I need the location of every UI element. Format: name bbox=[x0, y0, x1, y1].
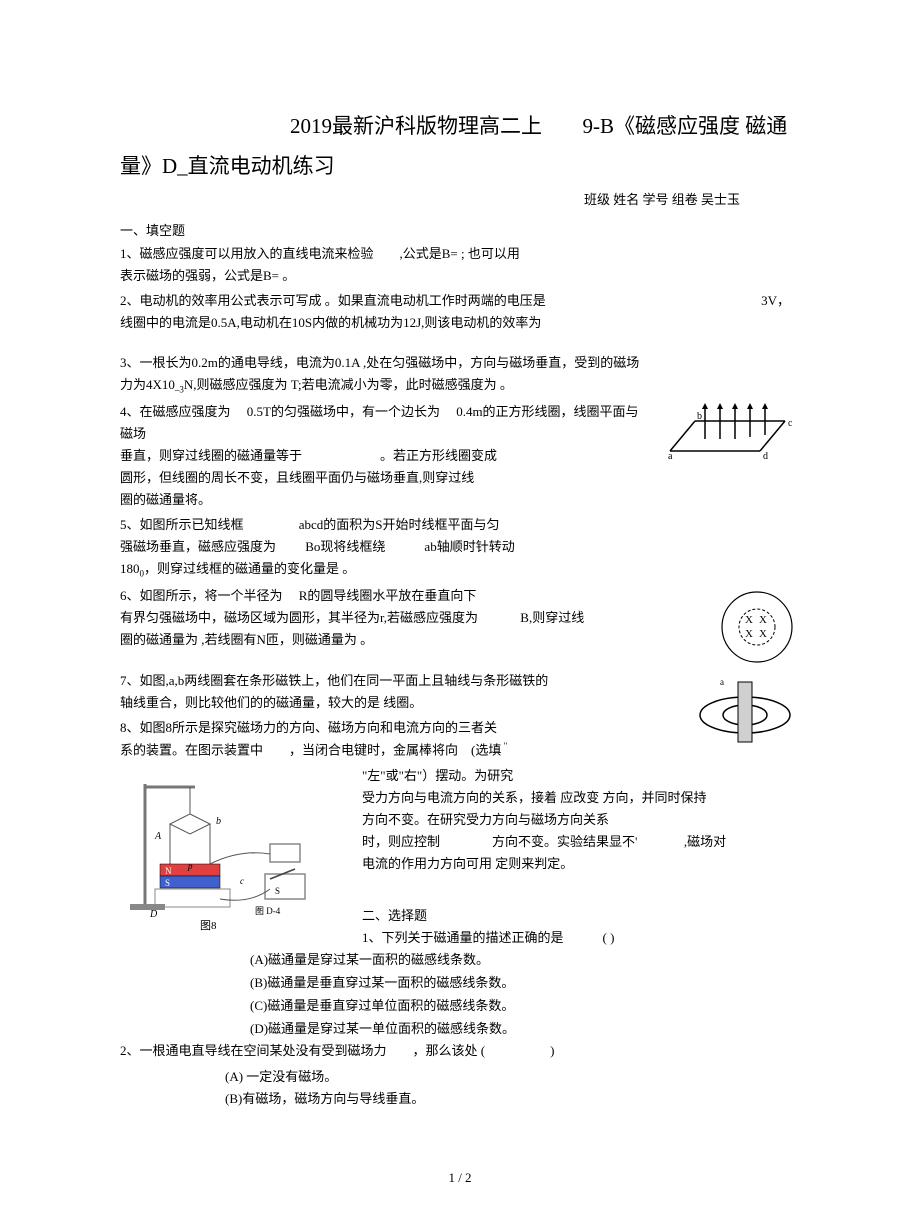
title-chapter: 9-B《磁感应强度 磁通 bbox=[583, 114, 788, 138]
svg-text:S: S bbox=[275, 886, 280, 896]
mc1-optD: (D)磁通量是穿过某一单位面积的磁感线条数。 bbox=[250, 1018, 800, 1041]
mc2-stem: 2、一根通电直导线在空间某处没有受到磁场力 ，那么该处 ( ) bbox=[120, 1043, 554, 1058]
q5-line3b: ，则穿过线框的磁通量的变化量是 。 bbox=[144, 561, 355, 576]
q8-line2a: 系的装置。在图示装置中 ，当闭合电键时，金属棒将向 (选填 bbox=[120, 743, 501, 758]
q8-right4a: 时，则应控制 方向不变。实验结果显不' bbox=[362, 834, 637, 849]
section1-header: 一、填空题 bbox=[120, 220, 800, 239]
section2-header: 二、选择题 bbox=[362, 908, 427, 923]
q5-line1: 5、如图所示已知线框 abcd的面积为S开始时线框平面与匀 bbox=[120, 517, 500, 532]
mc1-optB: (B)磁通量是垂直穿过某一面积的磁感线条数。 bbox=[250, 972, 800, 995]
q3-line1: 3、一根长为0.2m的通电导线，电流为0.1A ,处在匀强磁场中，方向与磁场垂直… bbox=[120, 355, 639, 370]
q2-line1: 2、电动机的效率用公式表示可写成 。如果直流电动机工作时两端的电压是 bbox=[120, 293, 546, 308]
q2-right-value: 3V， bbox=[761, 290, 790, 312]
mc1-optC: (C)磁通量是垂直穿过单位面积的磁感线条数。 bbox=[250, 995, 800, 1018]
q5-line2: 强磁场垂直，磁感应强度为 Bo现将线框绕 ab轴顺时针转动 bbox=[120, 539, 515, 554]
q3-subscript: –3 bbox=[175, 384, 184, 394]
q8-right5: 电流的作用力方向可用 定则来判定。 bbox=[362, 856, 573, 871]
q6-line2: 有界匀强磁场中，磁场区域为圆形，其半径为r,若磁感应强度为 B,则穿过线 bbox=[120, 610, 584, 625]
q4-line4: 圈的磁通量将。 bbox=[120, 492, 211, 507]
q3-line2b: N,则磁感应强度为 T;若电流减小为零，此时磁感强度为 。 bbox=[184, 377, 513, 392]
q4-line2: 垂直，则穿过线圈的磁通量等于 。若正方形线圈变成 bbox=[120, 448, 497, 463]
q3-line2a: 力为4X10 bbox=[120, 377, 175, 392]
svg-text:N: N bbox=[165, 866, 172, 876]
q4-line1: 4、在磁感应强度为 0.5T的匀强磁场中，有一个边长为 0.4m的正方形线圈，线… bbox=[120, 404, 639, 441]
q8-right4r: ,磁场对 bbox=[684, 834, 726, 849]
svg-text:b: b bbox=[216, 816, 221, 827]
svg-text:D: D bbox=[149, 909, 158, 920]
svg-text:图 D-4: 图 D-4 bbox=[255, 906, 281, 916]
svg-text:c: c bbox=[240, 876, 244, 886]
q1-line1: 1、磁感应强度可以用放入的直线电流来检验 ,公式是B= ; 也可以用 bbox=[120, 246, 520, 261]
page-number: 1 / 2 bbox=[120, 1170, 800, 1186]
mc2-optB: (B)有磁场，磁场方向与导线垂直。 bbox=[225, 1091, 424, 1106]
svg-text:S: S bbox=[165, 878, 170, 888]
q4-line3: 圆形，但线圈的周长不变，且线圈平面仍与磁场垂直,则穿过线 bbox=[120, 470, 474, 485]
svg-text:图8: 图8 bbox=[200, 919, 217, 932]
title-line2: 量》D_直流电动机练习 bbox=[120, 150, 800, 184]
q5-line3a: 180 bbox=[120, 561, 140, 576]
svg-text:A: A bbox=[154, 831, 162, 842]
q8-line2b: " bbox=[501, 741, 507, 751]
q7-line2: 轴线重合，则比较他们的的磁通量，较大的是 线圈。 bbox=[120, 695, 422, 710]
mc1-optA: (A)磁通量是穿过某一面积的磁感线条数。 bbox=[250, 949, 800, 972]
figure-q8: N S S A b p c D 图 D-4 图8 bbox=[120, 769, 350, 934]
header-student-info: 班级 姓名 学号 组卷 吴士玉 bbox=[120, 189, 800, 208]
q8-right2: 受力方向与电流方向的关系，接着 应改变 方向，并同时保持 bbox=[362, 790, 707, 805]
q6-line3: 圈的磁通量为 ,若线圈有N匝，则磁通量为 。 bbox=[120, 632, 373, 647]
mc2-optA: (A) 一定没有磁场。 bbox=[225, 1069, 337, 1084]
mc1-stem: 1、下列关于磁通量的描述正确的是 ( ) bbox=[362, 930, 614, 945]
q8-right1: "左"或"右"）摆动。为研究 bbox=[362, 768, 513, 783]
q8-line1: 8、如图8所示是探究磁场力的方向、磁场方向和电流方向的三者关 bbox=[120, 720, 497, 735]
q1-line2: 表示磁场的强弱，公式是B= 。 bbox=[120, 268, 295, 283]
q2-line2: 线圈中的电流是0.5A,电动机在10S内做的机械功为12J,则该电动机的效率为 bbox=[120, 315, 541, 330]
q8-right3: 方向不变。在研究受力方向与磁场方向关系 bbox=[362, 812, 609, 827]
q7-line1: 7、如图,a,b两线圈套在条形磁铁上，他们在同一平面上且轴线与条形磁铁的 bbox=[120, 673, 548, 688]
svg-text:p: p bbox=[187, 861, 193, 871]
title-prefix: 2019最新沪科版物理高二上 bbox=[290, 114, 542, 138]
q6-line1: 6、如图所示，将一个半径为 R的圆导线圈水平放在垂直向下 bbox=[120, 588, 476, 603]
